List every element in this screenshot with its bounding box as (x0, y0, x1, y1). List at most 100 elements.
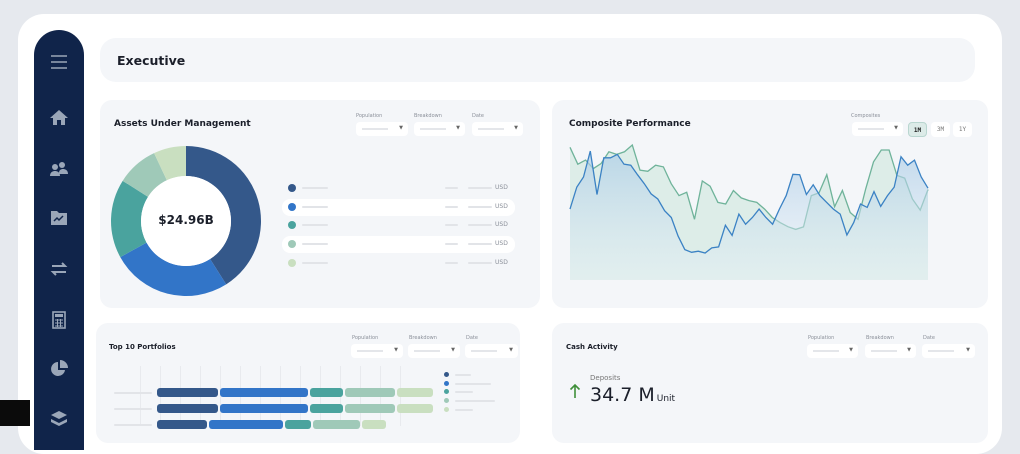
population-dropdown[interactable]: ▼ (807, 344, 858, 358)
placeholder-text (302, 205, 328, 208)
deposits-amount: 34.7 M (590, 384, 655, 406)
donut-slice-3[interactable] (111, 180, 149, 258)
bar-segment[interactable] (157, 420, 207, 429)
placeholder-text (468, 187, 492, 189)
top10-title: Top 10 Portfolios (109, 343, 176, 351)
legend-dot (444, 380, 449, 386)
page-header: Executive (100, 38, 975, 82)
deposits-value: 34.7 M Unit (590, 384, 675, 406)
cash-card (552, 323, 988, 443)
population-dropdown[interactable]: ▼ (351, 344, 403, 358)
breakdown-dropdown[interactable]: ▼ (408, 344, 460, 358)
bar-segment[interactable] (285, 420, 311, 429)
date-label: Date (472, 113, 484, 119)
date-dropdown[interactable]: ▼ (472, 122, 523, 136)
placeholder-text (445, 187, 458, 189)
date-label: Date (466, 335, 478, 341)
placeholder-text (468, 205, 492, 208)
population-label: Population (356, 113, 383, 119)
bar-segment[interactable] (345, 388, 395, 397)
caret-down-icon: ▼ (451, 347, 455, 353)
bar-segment[interactable] (362, 420, 386, 429)
composites-dropdown[interactable]: ▼ (852, 122, 903, 136)
date-label: Date (923, 335, 935, 341)
caret-down-icon: ▼ (514, 125, 518, 131)
legend-unit: USD (495, 202, 508, 210)
donut-slice-2[interactable] (120, 242, 227, 296)
series-line-blue (569, 150, 929, 254)
bar-segment[interactable] (157, 404, 218, 413)
aum-legend-row[interactable]: USD (282, 198, 515, 216)
aum-legend-row[interactable]: USD (282, 217, 515, 234)
bar-segment[interactable] (313, 420, 360, 429)
legend-placeholder (455, 400, 495, 403)
legend-dot (444, 406, 449, 412)
legend-placeholder (455, 382, 491, 385)
breakdown-dropdown[interactable]: ▼ (865, 344, 916, 358)
placeholder-text (445, 205, 458, 208)
placeholder-text (302, 261, 328, 264)
home-icon[interactable] (49, 108, 69, 128)
population-label: Population (352, 335, 379, 341)
placeholder-text (468, 261, 492, 264)
bar-segment[interactable] (310, 388, 343, 397)
breakdown-label: Breakdown (414, 113, 442, 119)
calculator-icon[interactable] (49, 310, 69, 330)
bar-segment[interactable] (157, 388, 218, 397)
layers-icon[interactable] (49, 408, 69, 428)
menu-icon[interactable] (49, 52, 69, 72)
aum-total: $24.96B (158, 213, 214, 227)
bar-segment[interactable] (397, 388, 433, 397)
legend-dot (288, 240, 296, 249)
placeholder-text (468, 243, 492, 246)
population-dropdown[interactable]: ▼ (356, 122, 408, 136)
placeholder-text (302, 224, 328, 227)
row-label-placeholder (114, 392, 152, 394)
composite-line-chart (569, 143, 929, 280)
sidebar (34, 30, 84, 450)
legend-dot (288, 184, 296, 192)
legend-placeholder (455, 391, 473, 394)
legend-dot (444, 398, 449, 404)
aum-legend-row[interactable]: USD (282, 236, 515, 254)
donut-slice-1[interactable] (186, 146, 262, 285)
arrow-up-icon (569, 383, 581, 398)
row-label-placeholder (114, 408, 152, 410)
aum-donut-chart (111, 146, 262, 296)
legend-dot (288, 258, 296, 267)
legend-unit: USD (495, 221, 508, 229)
caret-down-icon: ▼ (894, 125, 898, 131)
composite-title: Composite Performance (569, 119, 691, 129)
range-1y-button[interactable]: 1Y (953, 122, 972, 137)
range-1m-button[interactable]: 1M (908, 122, 927, 137)
population-label: Population (808, 335, 835, 341)
page-title: Executive (117, 53, 186, 68)
bar-segment[interactable] (220, 404, 308, 413)
aum-legend-row[interactable]: USD (282, 180, 515, 197)
aum-legend-row[interactable]: USD (282, 255, 515, 272)
placeholder-text (445, 261, 458, 264)
bar-segment[interactable] (345, 404, 395, 413)
row-label-placeholder (114, 424, 152, 426)
bar-segment[interactable] (220, 388, 308, 397)
range-3m-button[interactable]: 3M (931, 122, 950, 137)
placeholder-text (445, 224, 458, 227)
legend-dot (288, 202, 296, 211)
pie-chart-icon[interactable] (49, 359, 69, 379)
breakdown-dropdown[interactable]: ▼ (414, 122, 465, 136)
donut-slice-5[interactable] (154, 146, 186, 181)
caret-down-icon: ▼ (399, 125, 403, 131)
legend-placeholder (455, 408, 473, 411)
bar-segment[interactable] (209, 420, 283, 429)
folder-chart-icon[interactable] (49, 208, 69, 228)
date-dropdown[interactable]: ▼ (922, 344, 975, 358)
transfer-icon[interactable] (49, 259, 69, 279)
bar-segment[interactable] (310, 404, 343, 413)
date-dropdown[interactable]: ▼ (465, 344, 518, 358)
caret-down-icon: ▼ (907, 347, 911, 353)
deposits-unit: Unit (656, 394, 676, 404)
bar-segment[interactable] (397, 404, 433, 413)
users-icon[interactable] (49, 159, 69, 179)
donut-hole (141, 176, 231, 266)
donut-slice-4[interactable] (122, 153, 167, 197)
